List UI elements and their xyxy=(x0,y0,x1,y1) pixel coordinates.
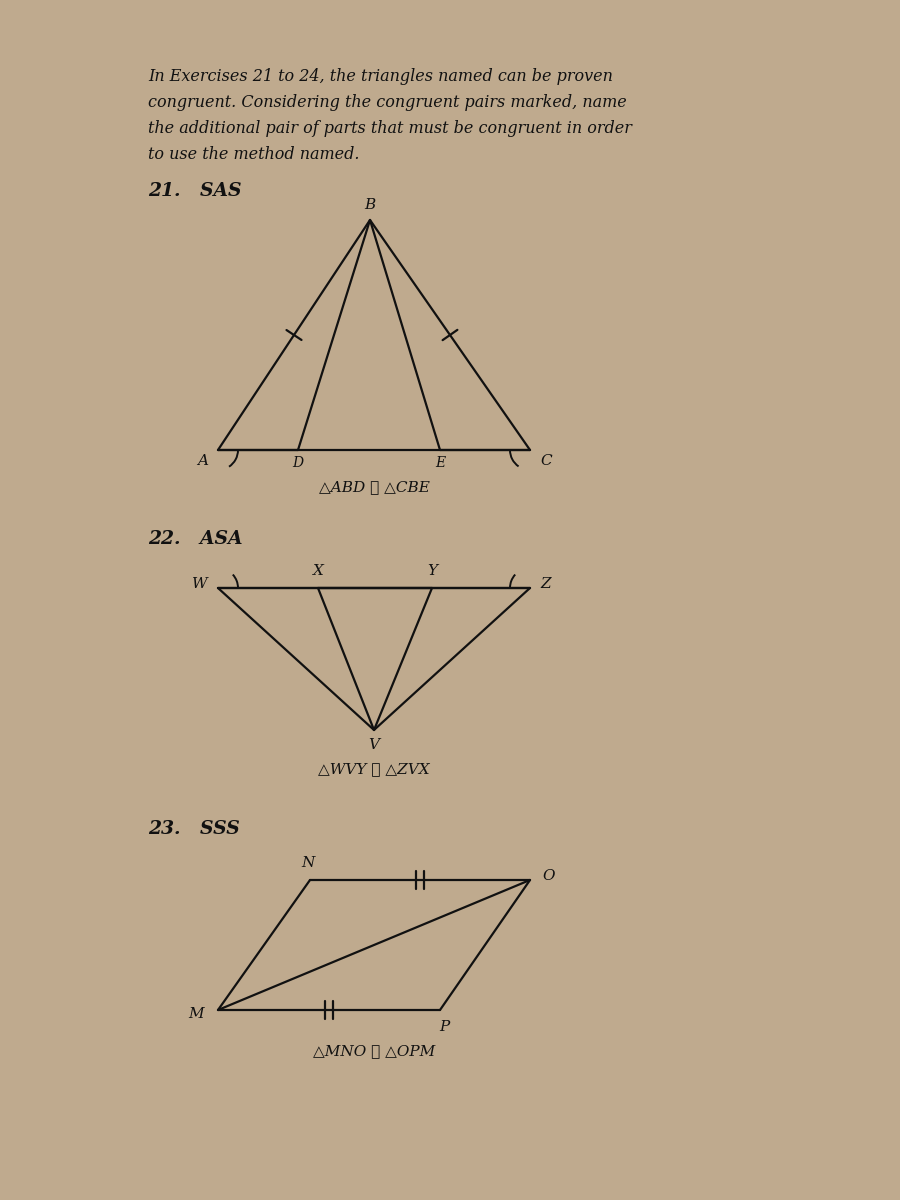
Text: △ABD ≅ △CBE: △ABD ≅ △CBE xyxy=(319,480,429,494)
Text: △WVY ≅ △ZVX: △WVY ≅ △ZVX xyxy=(319,762,430,776)
Text: V: V xyxy=(368,738,380,752)
Text: In Exercises 21 to 24, the triangles named can be proven: In Exercises 21 to 24, the triangles nam… xyxy=(148,68,613,85)
Text: E: E xyxy=(435,456,446,470)
Text: Z: Z xyxy=(540,577,551,590)
Text: N: N xyxy=(302,856,315,870)
Text: C: C xyxy=(540,454,552,468)
Text: D: D xyxy=(292,456,303,470)
Text: P: P xyxy=(439,1020,449,1034)
Text: O: O xyxy=(542,869,554,883)
Text: to use the method named.: to use the method named. xyxy=(148,146,359,163)
Text: 21.   SAS: 21. SAS xyxy=(148,182,241,200)
Text: Y: Y xyxy=(427,564,437,578)
Text: A: A xyxy=(197,454,208,468)
Text: 23.   SSS: 23. SSS xyxy=(148,820,239,838)
Text: congruent. Considering the congruent pairs marked, name: congruent. Considering the congruent pai… xyxy=(148,94,626,110)
Text: B: B xyxy=(364,198,375,212)
Text: △MNO ≅ △OPM: △MNO ≅ △OPM xyxy=(313,1044,435,1058)
Text: 22.   ASA: 22. ASA xyxy=(148,530,242,548)
Text: X: X xyxy=(312,564,323,578)
Text: W: W xyxy=(193,577,208,590)
Text: the additional pair of parts that must be congruent in order: the additional pair of parts that must b… xyxy=(148,120,632,137)
Text: M: M xyxy=(188,1007,204,1021)
